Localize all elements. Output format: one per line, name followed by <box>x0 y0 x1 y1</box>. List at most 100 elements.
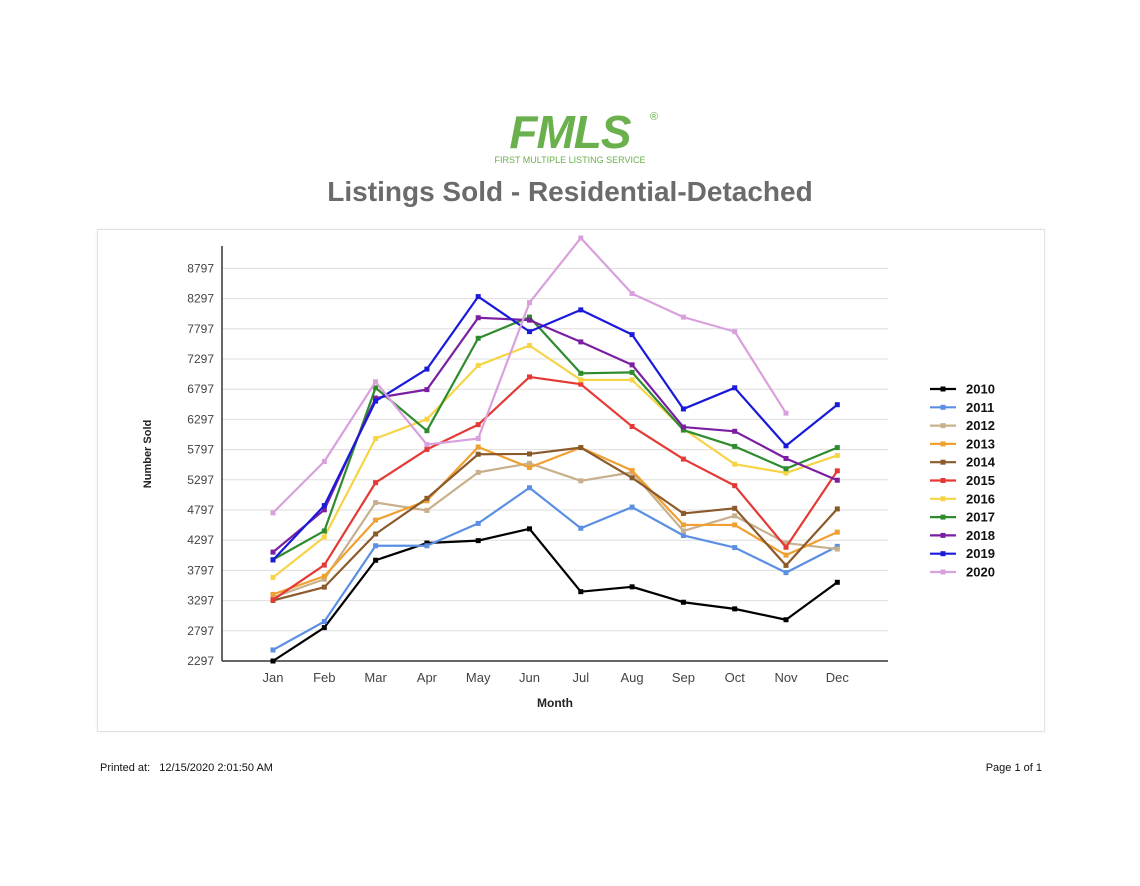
legend-label-2017: 2017 <box>966 510 995 525</box>
data-point-2011 <box>629 504 635 510</box>
data-point-2014 <box>629 475 635 481</box>
data-point-2020 <box>424 442 430 448</box>
y-tick-label: 7797 <box>187 322 214 336</box>
data-point-2012 <box>527 460 532 466</box>
x-tick-label: May <box>466 670 491 685</box>
data-point-2019 <box>629 332 635 338</box>
data-point-2015 <box>732 483 738 489</box>
data-point-2011 <box>680 532 686 538</box>
legend-label-2010: 2010 <box>966 382 995 397</box>
legend-label-2016: 2016 <box>966 491 995 506</box>
data-point-2010 <box>680 599 686 605</box>
data-point-2017 <box>578 370 584 376</box>
data-point-2012 <box>321 576 327 582</box>
data-point-2011 <box>321 619 327 625</box>
logo-wordmark: FMLS <box>509 106 632 158</box>
data-point-2014 <box>373 531 379 537</box>
data-point-2012 <box>475 469 481 475</box>
legend-label-2015: 2015 <box>966 473 995 488</box>
data-point-2017 <box>680 427 686 433</box>
data-point-2016 <box>527 343 532 349</box>
data-point-2019 <box>680 406 686 412</box>
legend-label-2011: 2011 <box>966 400 994 415</box>
legend-marker-2011 <box>940 404 946 410</box>
data-point-2017 <box>475 335 481 341</box>
fmls-logo: FMLS ® FIRST MULTIPLE LISTING SERVICE <box>470 104 670 170</box>
x-tick-label: Mar <box>364 670 387 685</box>
data-point-2010 <box>834 579 840 585</box>
x-tick-label: Jun <box>519 670 540 685</box>
data-point-2020 <box>270 510 276 516</box>
data-point-2016 <box>629 377 635 383</box>
data-point-2014 <box>680 510 686 516</box>
logo-registered-mark: ® <box>650 111 658 123</box>
line-chart: 2297 2797 3297 3797 4297 4797 5297 5797 6297 6797… <box>142 235 996 710</box>
data-point-2017 <box>424 428 430 434</box>
data-point-2015 <box>783 544 789 550</box>
legend-label-2012: 2012 <box>966 418 995 433</box>
data-point-2011 <box>270 647 276 653</box>
data-point-2014 <box>732 505 738 511</box>
data-point-2013 <box>629 468 635 474</box>
data-point-2011 <box>475 520 481 526</box>
x-tick-label: Sep <box>672 670 695 685</box>
data-point-2019 <box>834 402 840 408</box>
y-tick-label: 8797 <box>187 261 214 275</box>
data-point-2016 <box>783 470 789 476</box>
legend-label-2018: 2018 <box>966 528 995 543</box>
y-tick-label: 5797 <box>187 443 214 457</box>
data-point-2018 <box>834 477 840 483</box>
data-point-2013 <box>475 444 481 450</box>
data-point-2013 <box>783 552 789 558</box>
data-point-2015 <box>270 597 276 603</box>
data-point-2015 <box>680 456 686 462</box>
data-point-2010 <box>629 584 635 590</box>
chart-panel: 2297 2797 3297 3797 4297 4797 5297 5797 6297 6797… <box>97 229 1045 732</box>
data-point-2018 <box>783 455 789 461</box>
data-point-2020 <box>578 235 584 241</box>
data-point-2020 <box>783 410 789 416</box>
data-point-2015 <box>321 562 327 568</box>
data-point-2018 <box>424 387 430 393</box>
data-point-2019 <box>424 366 430 372</box>
y-tick-label: 3297 <box>187 594 214 608</box>
data-point-2015 <box>475 422 481 428</box>
data-point-2015 <box>578 381 584 387</box>
x-axis-title: Month <box>537 696 573 710</box>
data-point-2014 <box>424 495 430 501</box>
data-point-2010 <box>578 589 584 595</box>
data-point-2010 <box>270 658 276 664</box>
data-point-2010 <box>321 625 327 631</box>
data-point-2018 <box>629 362 635 368</box>
legend-label-2014: 2014 <box>966 455 996 470</box>
data-point-2020 <box>475 436 481 442</box>
data-point-2018 <box>373 395 379 401</box>
data-point-2011 <box>783 570 789 576</box>
data-point-2017 <box>783 466 789 472</box>
data-point-2012 <box>783 540 789 546</box>
data-point-2020 <box>732 329 738 335</box>
y-tick-label: 6297 <box>187 412 214 426</box>
legend-marker-2015 <box>940 478 946 483</box>
legend-label-2020: 2020 <box>966 565 995 580</box>
data-point-2010 <box>373 557 379 563</box>
y-tick-label: 3797 <box>187 563 214 577</box>
data-point-2010 <box>527 526 532 532</box>
data-point-2010 <box>475 538 481 544</box>
data-point-2012 <box>834 546 840 552</box>
data-point-2015 <box>834 468 840 474</box>
data-point-2018 <box>270 549 276 555</box>
x-tick-label: Dec <box>826 670 850 685</box>
x-tick-label: Nov <box>774 670 798 685</box>
data-point-2016 <box>270 574 276 580</box>
data-point-2017 <box>834 445 840 451</box>
data-point-2010 <box>783 617 789 623</box>
data-point-2017 <box>629 369 635 375</box>
data-point-2010 <box>732 606 738 612</box>
data-point-2011 <box>373 543 379 549</box>
data-point-2016 <box>732 461 738 467</box>
data-point-2018 <box>475 315 481 321</box>
legend-marker-2020 <box>940 569 946 575</box>
data-point-2014 <box>783 562 789 568</box>
data-point-2013 <box>270 591 276 597</box>
